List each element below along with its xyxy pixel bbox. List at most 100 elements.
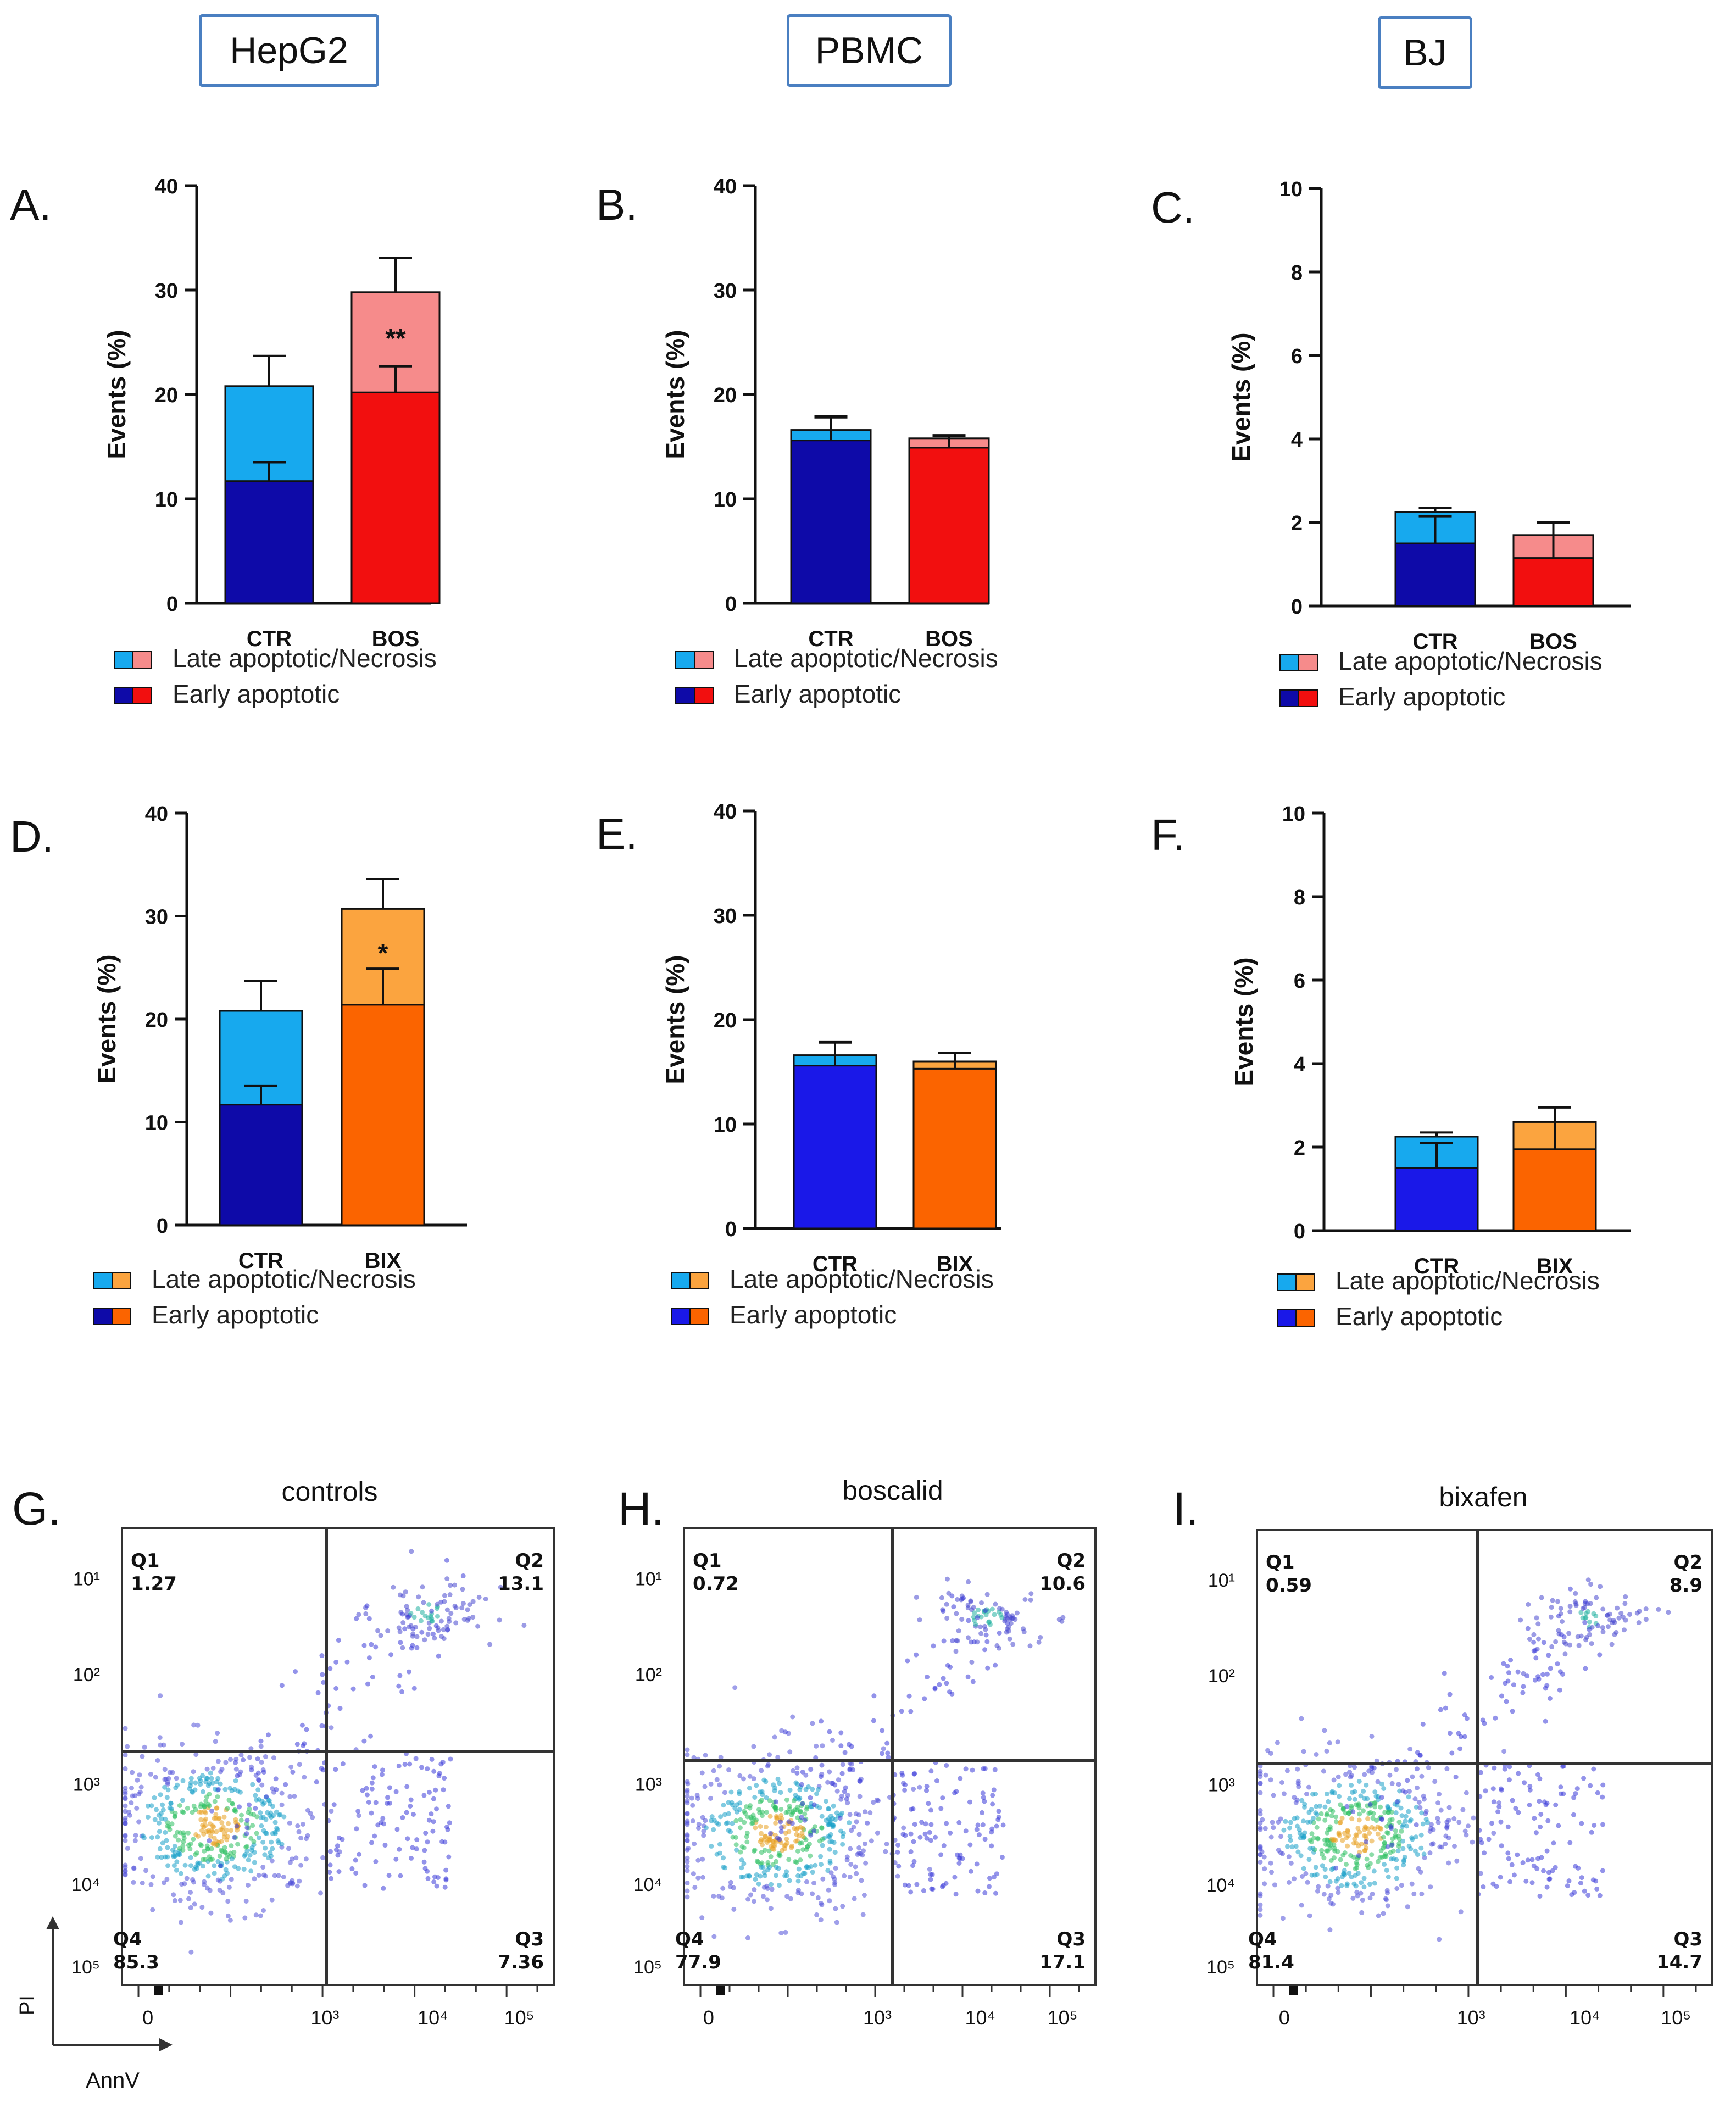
x-tick-label-bix: BIX [1537,1254,1573,1278]
event-dot [448,1583,453,1588]
event-dot [406,1669,411,1675]
event-dot [1607,1617,1613,1623]
event-dot [213,1816,219,1821]
event-dot [994,1823,999,1829]
event-dot [237,1804,242,1810]
quadrant-label-q3: Q3 [1056,1928,1086,1950]
event-dot [747,1786,752,1791]
event-dot [793,1793,798,1798]
event-dot [1513,1806,1518,1811]
event-dot [349,1866,355,1871]
event-dot [828,1870,834,1876]
quadrant-label-q4: Q4 [113,1928,142,1950]
event-dot [369,1840,374,1845]
event-dot [784,1836,789,1842]
event-dot [1005,1621,1010,1626]
panel-label: C. [1151,183,1195,232]
event-dot [1379,1795,1384,1800]
x-tick-label: 10³ [863,2006,892,2029]
event-dot [896,1864,902,1869]
event-dot [162,1767,168,1772]
event-dot [731,1885,736,1890]
event-dot [1428,1826,1434,1831]
event-dot [934,1778,939,1783]
event-dot [765,1860,771,1865]
event-dot [219,1827,225,1833]
event-dot [1014,1610,1020,1616]
event-dot [1548,1614,1554,1620]
event-dot [774,1873,778,1878]
event-dot [336,1638,341,1643]
event-dot [154,1807,159,1812]
event-dot [1324,1848,1329,1854]
panel-label: H. [618,1483,664,1534]
event-dot [1506,1670,1511,1676]
event-dot [795,1890,801,1895]
event-dot [305,1833,310,1838]
event-dot [711,1827,716,1832]
event-dot [207,1838,212,1843]
event-dot [787,1878,792,1883]
event-dot [967,1799,972,1805]
event-dot [236,1866,241,1871]
event-dot [883,1849,888,1854]
x-tick-label-bos: BOS [1529,630,1577,654]
event-dot [1453,1775,1459,1780]
event-dot [978,1614,984,1620]
event-dot [986,1620,992,1625]
event-dot [446,1854,452,1860]
event-dot [827,1769,832,1775]
event-dot [799,1782,804,1787]
event-dot [804,1864,810,1869]
event-dot [1405,1904,1410,1910]
event-dot [429,1608,435,1614]
event-dot [1322,1867,1328,1872]
event-dot [370,1675,375,1680]
event-dot [865,1820,870,1826]
event-dot [172,1814,177,1820]
y-tick-label: 10² [1208,1666,1235,1687]
event-dot [444,1558,449,1563]
event-dot [1369,1838,1375,1844]
event-dot [791,1798,797,1803]
event-dot [794,1770,800,1776]
event-dot [369,1642,374,1647]
event-dot [1600,1822,1606,1827]
event-dot [1389,1826,1394,1831]
event-dot [259,1823,264,1828]
event-dot [1258,1811,1263,1817]
quadrant-label-q2: Q2 [1673,1551,1702,1573]
event-dot [1544,1848,1550,1854]
event-dot [1462,1734,1467,1739]
event-dot [329,1809,334,1814]
event-dot [366,1616,372,1621]
event-dot [1585,1893,1591,1898]
event-dot [911,1839,916,1844]
event-dot [235,1773,240,1778]
event-dot [699,1915,705,1921]
event-dot [993,1890,998,1896]
event-dot [1536,1676,1542,1682]
event-dot [123,1809,128,1814]
event-dot [298,1862,304,1868]
event-dot [924,1836,930,1841]
event-dot [778,1790,783,1795]
event-dot [1581,1776,1587,1781]
event-dot [1418,1869,1423,1875]
event-dot [803,1787,809,1792]
event-dot [685,1859,690,1864]
event-dot [1324,1791,1329,1796]
event-dot [1396,1833,1401,1839]
event-dot [800,1826,805,1831]
event-dot [498,1584,503,1590]
event-dot [1521,1684,1526,1689]
event-dot [1340,1807,1346,1812]
event-dot [1373,1793,1379,1799]
event-dot [1356,1779,1362,1784]
event-dot [1317,1803,1322,1809]
x-tick-label: 10⁴ [1570,2006,1600,2029]
event-dot [895,1849,900,1855]
event-dot [1471,1815,1476,1821]
event-dot [283,1782,288,1787]
event-dot [932,1686,938,1692]
